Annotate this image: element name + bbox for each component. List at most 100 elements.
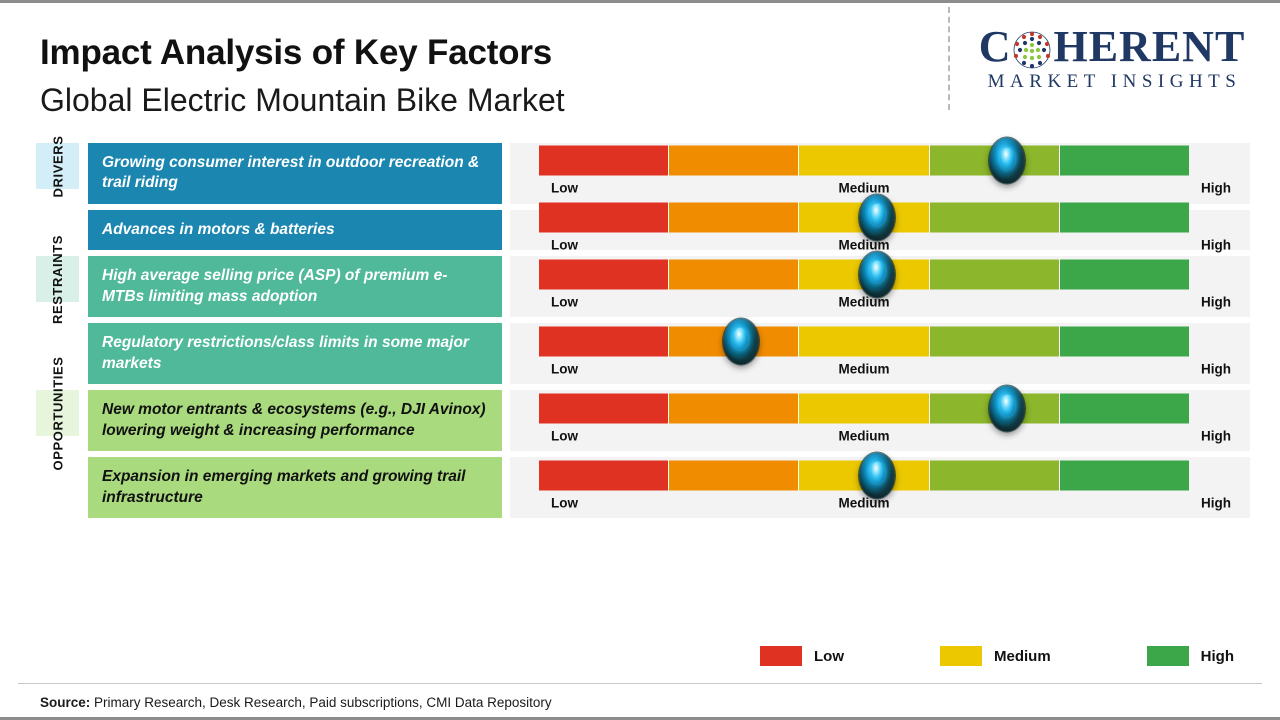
legend-label: Medium xyxy=(994,647,1051,665)
factor-text-box: Expansion in emerging markets and growin… xyxy=(88,457,502,518)
bar-segment-1 xyxy=(539,202,669,233)
legend: Low Medium High xyxy=(760,646,1234,666)
scale-inner: Low Medium High xyxy=(539,318,1231,381)
impact-gradient-bar[interactable] xyxy=(539,452,1190,499)
legend-swatch xyxy=(760,646,802,666)
factor-label: Regulatory restrictions/class limits in … xyxy=(102,334,469,372)
scale-inner: Low Medium High xyxy=(539,137,1231,201)
bar-segment-5 xyxy=(1058,259,1190,290)
impact-gradient-bar[interactable] xyxy=(539,137,1190,184)
scale-label-medium: Medium xyxy=(838,294,890,310)
bar-segment-2 xyxy=(668,259,799,290)
factor-row: Expansion in emerging markets and growin… xyxy=(88,452,1280,518)
impact-scale: Low Medium High xyxy=(510,251,1250,318)
factor-row: High average selling price (ASP) of prem… xyxy=(88,251,1280,318)
logo-wordmark: C xyxy=(962,25,1262,69)
scale-label-high: High xyxy=(1201,495,1231,511)
category-label: DRIVERS xyxy=(50,135,65,197)
bar-segment-4 xyxy=(928,326,1059,357)
scale-label-low: Low xyxy=(551,428,578,444)
impact-scale: Low Medium High xyxy=(510,194,1250,253)
scale-label-high: High xyxy=(1201,361,1231,377)
factor-label: Expansion in emerging markets and growin… xyxy=(102,468,466,506)
scale-labels: Low Medium High xyxy=(539,495,1231,515)
category-strip-restraints: RESTRAINTS xyxy=(36,235,79,324)
legend-item: Low xyxy=(760,646,844,666)
impact-marker[interactable] xyxy=(989,137,1025,184)
bar-segment-2 xyxy=(668,393,799,424)
scale-label-medium: Medium xyxy=(838,428,890,444)
bar-segment-5 xyxy=(1058,460,1190,491)
legend-label: Low xyxy=(814,647,844,665)
impact-marker[interactable] xyxy=(722,318,759,365)
category-label: RESTRAINTS xyxy=(50,234,65,324)
source-text: Primary Research, Desk Research, Paid su… xyxy=(90,695,552,710)
bar-segment-1 xyxy=(539,393,669,424)
scale-label-medium: Medium xyxy=(838,180,890,196)
globe-icon xyxy=(1012,30,1052,70)
factor-group: DRIVERS Growing consumer interest in outd… xyxy=(0,135,1280,253)
bar-segment-5 xyxy=(1058,393,1190,424)
footer-divider xyxy=(18,683,1262,684)
impact-scale: Low Medium High xyxy=(510,452,1250,518)
scale-labels: Low Medium High xyxy=(539,294,1231,314)
source-label: Source: xyxy=(40,695,91,710)
legend-item: High xyxy=(1146,646,1234,666)
impact-matrix: DRIVERS Growing consumer interest in outd… xyxy=(0,135,1280,524)
bar-segment-1 xyxy=(539,326,669,357)
scale-labels: Low Medium High xyxy=(539,237,1231,258)
impact-gradient-bar[interactable] xyxy=(539,318,1190,365)
factor-text-box: High average selling price (ASP) of prem… xyxy=(88,256,502,318)
factor-text-box: New motor entrants & ecosystems (e.g., D… xyxy=(88,390,502,452)
bar-segment-5 xyxy=(1058,202,1190,233)
factor-text-box: Advances in motors & batteries xyxy=(88,209,502,251)
impact-marker[interactable] xyxy=(989,385,1025,432)
scale-label-low: Low xyxy=(551,294,578,310)
scale-label-high: High xyxy=(1201,428,1231,444)
factor-label: Growing consumer interest in outdoor rec… xyxy=(102,154,480,192)
legend-item: Medium xyxy=(940,646,1051,666)
impact-scale: Low Medium High xyxy=(510,137,1250,204)
scale-inner: Low Medium High xyxy=(539,452,1231,515)
impact-scale: Low Medium High xyxy=(510,318,1250,385)
bar-segment-1 xyxy=(539,259,669,290)
scale-label-low: Low xyxy=(551,361,578,377)
scale-label-medium: Medium xyxy=(838,237,890,253)
scale-label-low: Low xyxy=(551,180,578,196)
scale-label-high: High xyxy=(1201,294,1231,310)
logo-letters-herent: HERENT xyxy=(1053,22,1246,71)
scale-label-low: Low xyxy=(551,495,578,511)
scale-label-low: Low xyxy=(551,237,578,253)
factor-text-box: Growing consumer interest in outdoor rec… xyxy=(88,143,502,204)
impact-marker[interactable] xyxy=(859,251,895,298)
title-block: Impact Analysis of Key Factors Global El… xyxy=(40,33,900,120)
impact-gradient-bar[interactable] xyxy=(539,251,1190,298)
scale-label-high: High xyxy=(1201,237,1231,253)
scale-label-medium: Medium xyxy=(838,495,890,511)
category-label: OPPORTUNITIES xyxy=(50,356,66,471)
source-note: Source: Primary Research, Desk Research,… xyxy=(40,695,552,710)
factor-rows: High average selling price (ASP) of prem… xyxy=(88,251,1280,385)
scale-labels: Low Medium High xyxy=(539,361,1231,381)
factor-group: RESTRAINTS High average selling price (AS… xyxy=(0,235,1280,385)
factor-group: OPPORTUNITIES New motor entrants & ecosys… xyxy=(0,356,1280,518)
scale-inner: Low Medium High xyxy=(539,251,1231,314)
impact-marker[interactable] xyxy=(859,452,895,499)
factor-rows: Growing consumer interest in outdoor rec… xyxy=(88,137,1280,253)
bar-segment-4 xyxy=(928,202,1059,233)
bar-segment-3 xyxy=(798,326,929,357)
factor-row: Regulatory restrictions/class limits in … xyxy=(88,318,1280,385)
factor-label: High average selling price (ASP) of prem… xyxy=(102,267,448,305)
scale-labels: Low Medium High xyxy=(539,428,1231,448)
scale-inner: Low Medium High xyxy=(539,194,1231,258)
factor-label: New motor entrants & ecosystems (e.g., D… xyxy=(102,401,486,439)
bar-segment-2 xyxy=(668,202,799,233)
bar-segment-2 xyxy=(668,460,799,491)
impact-gradient-bar[interactable] xyxy=(539,194,1190,241)
scale-labels: Low Medium High xyxy=(539,180,1231,201)
impact-marker[interactable] xyxy=(859,194,895,241)
scale-inner: Low Medium High xyxy=(539,385,1231,448)
impact-gradient-bar[interactable] xyxy=(539,385,1190,432)
scale-label-medium: Medium xyxy=(838,361,890,377)
